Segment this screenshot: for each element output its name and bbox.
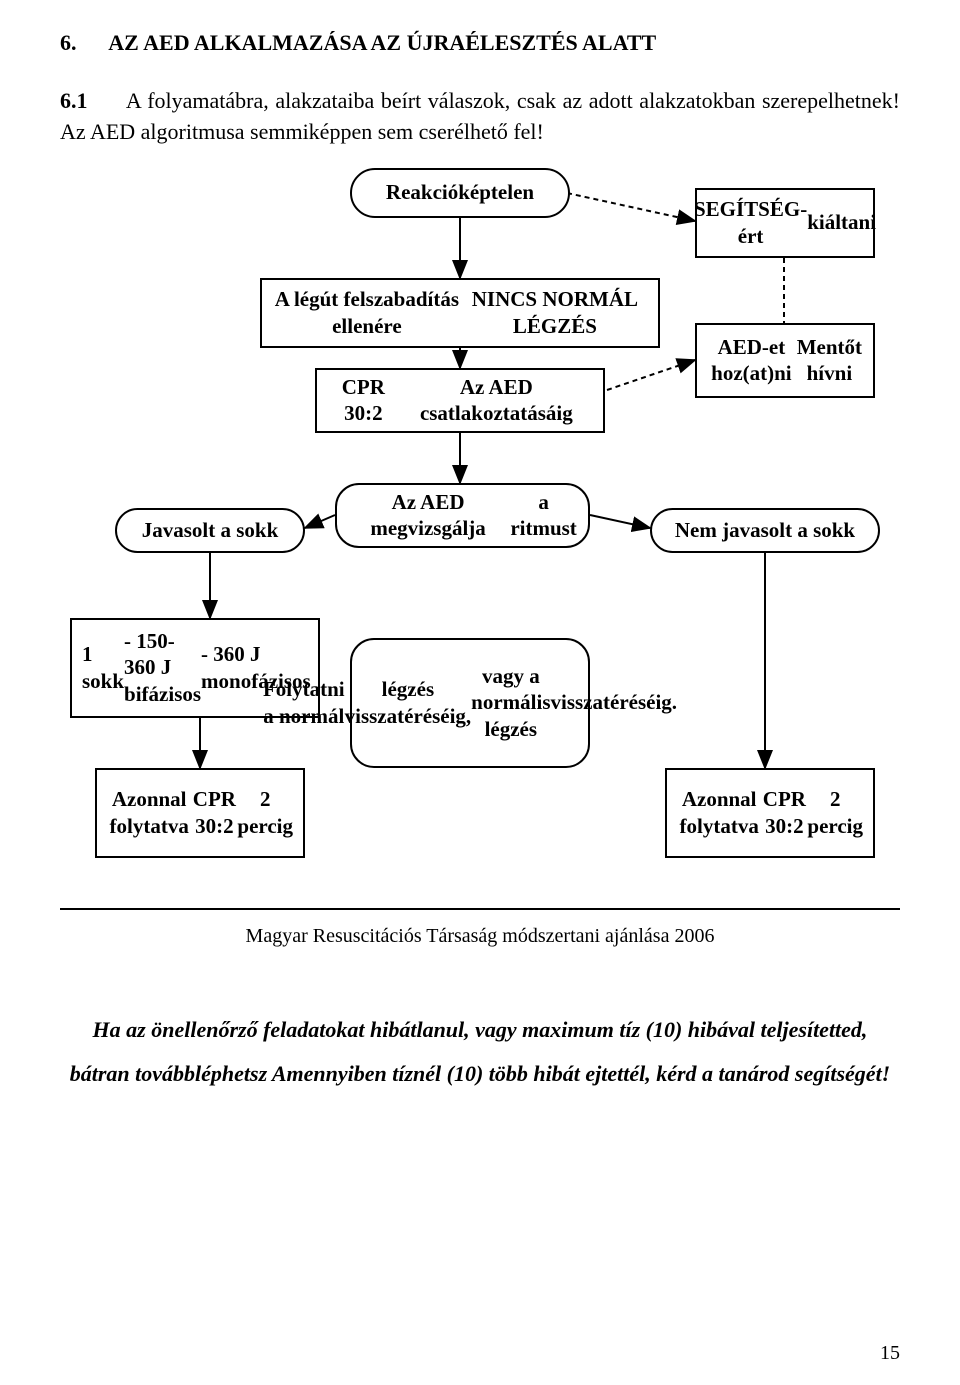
flowchart-arrow-4 xyxy=(590,515,650,528)
flowchart-node-continue2: Azonnal folytatvaCPR 30:22 percig xyxy=(665,768,875,858)
page-number: 15 xyxy=(880,1342,900,1365)
flowchart-node-call: AED-et hoz(at)niMentőt hívni xyxy=(695,323,875,398)
flowchart: Reakcióképtelen A légút felszabadítás ell… xyxy=(60,168,900,898)
section-heading: 6. AZ AED ALKALMAZÁSA AZ ÚJRAÉLESZTÉS AL… xyxy=(60,30,900,56)
flowchart-node-help: SEGÍTSÉG-értkiáltani xyxy=(695,188,875,258)
flowchart-node-cpr: CPR 30:2Az AED csatlakoztatásáig xyxy=(315,368,605,433)
flowchart-arrow-3 xyxy=(305,515,335,528)
heading-number: 6. xyxy=(60,30,77,55)
footer-caption: Magyar Resuscitációs Társaság módszertan… xyxy=(60,925,900,948)
flowchart-node-airway: A légút felszabadítás ellenéreNINCS NORM… xyxy=(260,278,660,348)
flowchart-node-analyze: Az AED megvizsgáljaa ritmust xyxy=(335,483,590,548)
intro-number: 6.1 xyxy=(60,88,88,113)
flowchart-node-shock_adv: Javasolt a sokk xyxy=(115,508,305,553)
closing-paragraph: Ha az önellenőrző feladatokat hibátlanul… xyxy=(60,1008,900,1096)
flowchart-node-continue_mid: Folytatni a normállégzés visszatéréséig,… xyxy=(350,638,590,768)
flowchart-node-no_shock_adv: Nem javasolt a sokk xyxy=(650,508,880,553)
intro-text: A folyamatábra, alakzataiba beírt válasz… xyxy=(60,88,900,144)
heading-title: AZ AED ALKALMAZÁSA AZ ÚJRAÉLESZTÉS ALATT xyxy=(108,30,656,55)
flowchart-node-start: Reakcióképtelen xyxy=(350,168,570,218)
flowchart-arrow-9 xyxy=(607,360,695,390)
intro-paragraph: 6.1 A folyamatábra, alakzataiba beírt vá… xyxy=(60,86,900,148)
flowchart-node-continue1: Azonnal folytatvaCPR 30:22 percig xyxy=(95,768,305,858)
footer-divider xyxy=(60,908,900,910)
flowchart-arrow-8 xyxy=(567,193,695,221)
